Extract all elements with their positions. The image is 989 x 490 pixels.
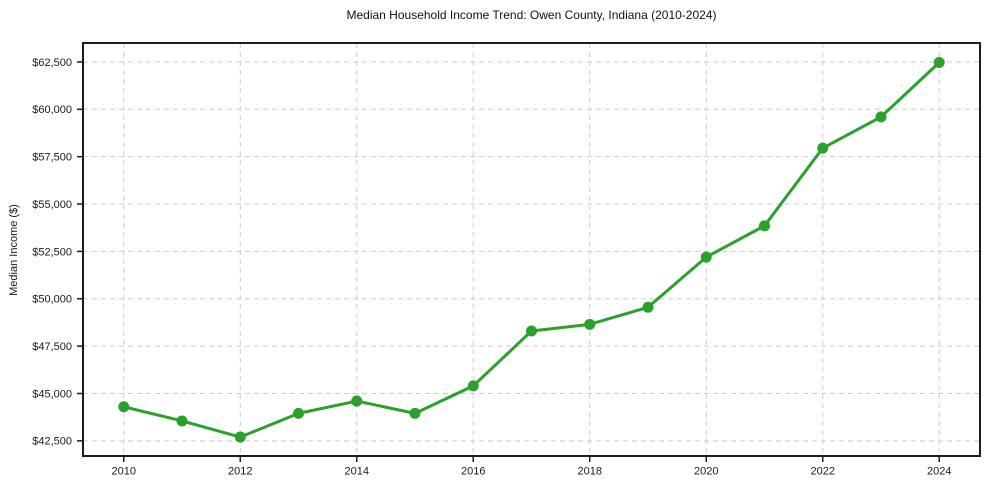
y-tick-label: $57,500 — [32, 152, 72, 164]
x-tick-label: 2014 — [345, 466, 369, 478]
y-tick-label: $50,000 — [32, 294, 72, 306]
y-tick-label: $47,500 — [32, 341, 72, 353]
data-point-2022 — [817, 142, 829, 154]
x-tick-label: 2024 — [927, 466, 951, 478]
data-point-2014 — [351, 395, 363, 407]
data-point-2024 — [933, 57, 945, 69]
y-tick-label: $60,000 — [32, 104, 72, 116]
data-point-2021 — [758, 220, 770, 232]
data-point-2018 — [584, 318, 596, 330]
trend-line — [122, 61, 941, 439]
data-point-2019 — [642, 301, 654, 313]
data-point-2012 — [234, 431, 246, 443]
y-tick-label: $62,500 — [32, 57, 72, 69]
plot-border — [82, 42, 981, 457]
y-tick-label: $52,500 — [32, 246, 72, 258]
x-tick-label: 2016 — [461, 466, 485, 478]
data-point-2016 — [467, 380, 479, 392]
y-tick-label: $45,000 — [32, 388, 72, 400]
data-point-2023 — [875, 111, 887, 123]
data-point-2010 — [118, 401, 130, 413]
y-tick-label: $42,500 — [32, 436, 72, 448]
data-point-2020 — [700, 251, 712, 263]
x-tick-label: 2022 — [810, 466, 834, 478]
data-point-2013 — [293, 407, 305, 419]
data-point-2015 — [409, 407, 421, 419]
x-tick-label: 2012 — [228, 466, 252, 478]
x-tick-label: 2020 — [694, 466, 718, 478]
x-tick-label: 2018 — [578, 466, 602, 478]
data-point-2011 — [176, 415, 188, 427]
chart-title: Median Household Income Trend: Owen Coun… — [346, 8, 717, 22]
x-tick-label: 2010 — [112, 466, 136, 478]
y-tick-label: $55,000 — [32, 199, 72, 211]
data-point-2017 — [526, 325, 537, 337]
